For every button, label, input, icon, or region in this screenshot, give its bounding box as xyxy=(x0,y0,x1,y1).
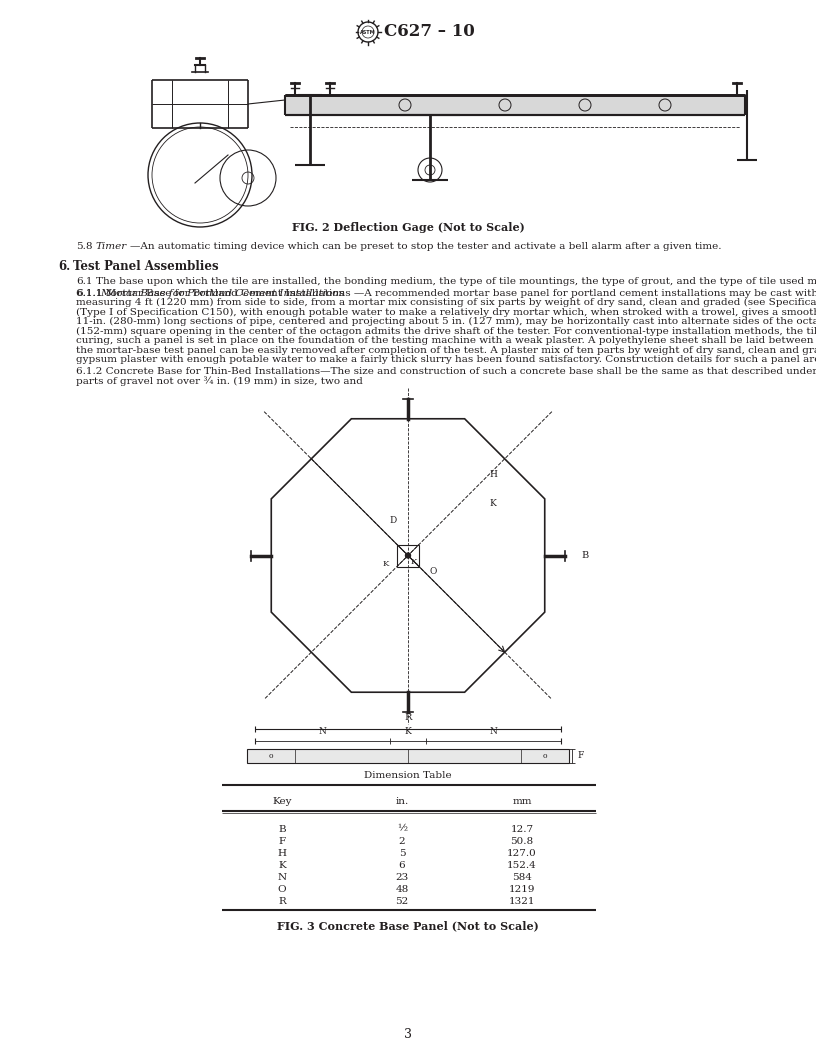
Text: Key: Key xyxy=(273,796,292,806)
Text: 23: 23 xyxy=(396,872,409,882)
Text: Dimension Table: Dimension Table xyxy=(364,771,452,779)
Text: the mortar-base test panel can be easily removed after completion of the test. A: the mortar-base test panel can be easily… xyxy=(76,345,816,355)
Text: Mortar Base for Portland Cement Installations: Mortar Base for Portland Cement Installa… xyxy=(100,288,344,298)
Text: 48: 48 xyxy=(396,885,409,893)
Text: H: H xyxy=(277,849,286,857)
Text: 6.1.2 Concrete Base for Thin-Bed Installations—The size and construction of such: 6.1.2 Concrete Base for Thin-Bed Install… xyxy=(76,366,816,376)
Text: 5.8: 5.8 xyxy=(76,242,92,251)
Text: in.: in. xyxy=(396,796,409,806)
Text: Test Panel Assemblies: Test Panel Assemblies xyxy=(73,260,219,272)
Text: 6: 6 xyxy=(399,861,406,869)
Text: 1219: 1219 xyxy=(508,885,535,893)
Bar xyxy=(285,95,745,115)
Text: K: K xyxy=(383,560,389,567)
Text: K: K xyxy=(278,861,286,869)
Text: (Type I of Specification C150), with enough potable water to make a relatively d: (Type I of Specification C150), with eno… xyxy=(76,307,816,317)
Text: The base upon which the tile are installed, the bonding medium, the type of tile: The base upon which the tile are install… xyxy=(96,277,816,286)
Text: —An automatic timing device which can be preset to stop the tester and activate : —An automatic timing device which can be… xyxy=(130,242,721,251)
Text: K: K xyxy=(405,727,411,735)
Text: 11-in. (280-mm) long sections of pipe, centered and projecting about 5 in. (127 : 11-in. (280-mm) long sections of pipe, c… xyxy=(76,317,816,326)
Text: 584: 584 xyxy=(512,872,532,882)
Text: C627 – 10: C627 – 10 xyxy=(384,23,475,40)
Text: 1321: 1321 xyxy=(508,897,535,905)
Text: 3: 3 xyxy=(404,1029,412,1041)
Text: B: B xyxy=(581,551,588,560)
Text: FIG. 3 Concrete Base Panel (Not to Scale): FIG. 3 Concrete Base Panel (Not to Scale… xyxy=(277,921,539,931)
Text: (152-mm) square opening in the center of the octagon admits the drive shaft of t: (152-mm) square opening in the center of… xyxy=(76,326,816,336)
Text: N: N xyxy=(319,727,326,735)
Bar xyxy=(247,749,569,762)
Text: 12.7: 12.7 xyxy=(511,825,534,833)
Text: H: H xyxy=(490,470,497,478)
Text: 2: 2 xyxy=(399,836,406,846)
Text: K: K xyxy=(411,559,417,566)
Bar xyxy=(397,545,419,566)
Text: mm: mm xyxy=(512,796,532,806)
Text: Timer: Timer xyxy=(96,242,127,251)
Text: gypsum plaster with enough potable water to make a fairly thick slurry has been : gypsum plaster with enough potable water… xyxy=(76,355,816,364)
Text: measuring 4 ft (1220 mm) from side to side, from a mortar mix consisting of six : measuring 4 ft (1220 mm) from side to si… xyxy=(76,298,816,307)
Text: curing, such a panel is set in place on the foundation of the testing machine wi: curing, such a panel is set in place on … xyxy=(76,336,816,345)
Text: O: O xyxy=(429,567,437,577)
Text: R: R xyxy=(278,897,286,905)
Text: F: F xyxy=(278,836,286,846)
Text: D: D xyxy=(389,516,397,525)
Text: FIG. 2 Deflection Gage (Not to Scale): FIG. 2 Deflection Gage (Not to Scale) xyxy=(291,222,525,233)
Text: 52: 52 xyxy=(396,897,409,905)
Text: N: N xyxy=(490,727,497,735)
Text: 5: 5 xyxy=(399,849,406,857)
Text: 6.1.1: 6.1.1 xyxy=(76,288,102,298)
Text: N: N xyxy=(277,872,286,882)
Text: R: R xyxy=(404,714,412,722)
Text: parts of gravel not over ¾ in. (19 mm) in size, two and: parts of gravel not over ¾ in. (19 mm) i… xyxy=(76,376,363,385)
Text: o: o xyxy=(269,752,273,759)
Text: o: o xyxy=(543,752,547,759)
Circle shape xyxy=(406,553,410,558)
Text: O: O xyxy=(277,885,286,893)
Text: F: F xyxy=(577,751,583,760)
Text: 152.4: 152.4 xyxy=(507,861,537,869)
Text: 6.: 6. xyxy=(58,260,70,272)
Text: 127.0: 127.0 xyxy=(507,849,537,857)
Text: ASTM: ASTM xyxy=(360,30,376,35)
Text: B: B xyxy=(278,825,286,833)
Text: ½: ½ xyxy=(397,825,407,833)
Text: K: K xyxy=(490,499,496,508)
Text: 6.1.1 Mortar Base for Portland Cement Installations —A recommended mortar base p: 6.1.1 Mortar Base for Portland Cement In… xyxy=(76,288,816,298)
Text: 50.8: 50.8 xyxy=(511,836,534,846)
Text: 6.1: 6.1 xyxy=(76,277,92,286)
